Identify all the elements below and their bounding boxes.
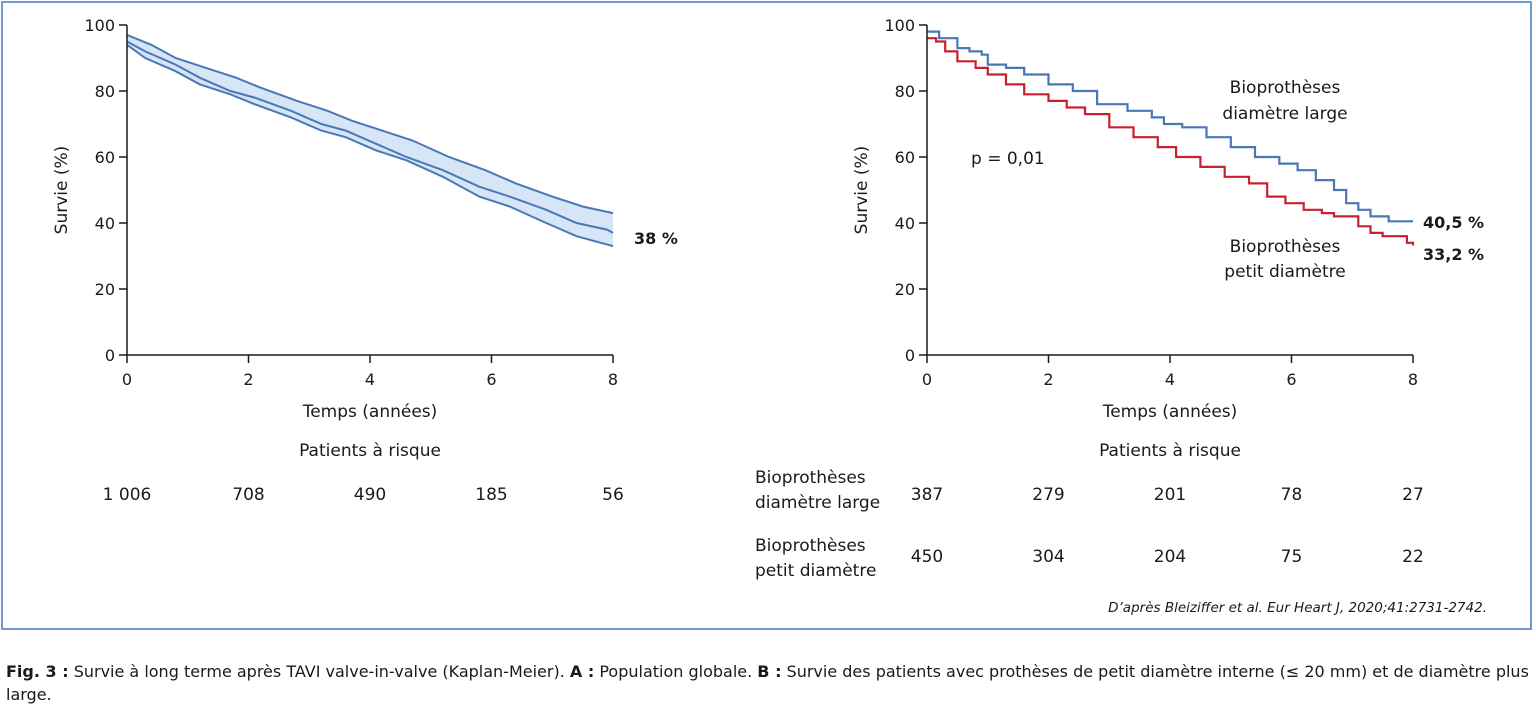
b-y-tick-label: 80 <box>895 82 915 101</box>
source-citation: D’après Bleiziffer et al. Eur Heart J, 2… <box>1108 600 1487 616</box>
b-x-tick-label: 2 <box>1043 370 1053 389</box>
b-at-risk-value: 201 <box>1154 485 1186 505</box>
a-x-tick-label: 6 <box>486 370 496 389</box>
b-at-risk-value: 78 <box>1281 485 1303 505</box>
b-series-label-large-line1: Bioprothèses <box>1230 78 1341 98</box>
b-at-risk-title: Patients à risque <box>1099 441 1241 461</box>
a-series-upper-line <box>126 33 614 215</box>
a-at-risk-value: 185 <box>475 485 507 505</box>
a-x-axis-label: Temps (années) <box>302 402 438 422</box>
b-at-risk-value: 27 <box>1402 485 1424 505</box>
b-y-tick-label: 60 <box>895 148 915 167</box>
b-x-tick-label: 6 <box>1286 370 1296 389</box>
a-y-tick-label: 100 <box>84 16 115 35</box>
a-end-value-label: 38 % <box>634 229 678 248</box>
a-x-tick-label: 2 <box>243 370 253 389</box>
a-x-tick-label: 8 <box>608 370 618 389</box>
chart-panel-a: 0 20 40 60 80 100 0 2 4 6 8 Temps (années) Survie (%… <box>52 16 678 505</box>
b-series-line-large <box>927 30 1413 223</box>
b-at-risk-row-label-line1: Bioprothèses <box>755 536 866 556</box>
b-at-risk-value: 304 <box>1032 547 1064 567</box>
a-y-tick-label: 80 <box>95 82 115 101</box>
b-at-risk-value: 204 <box>1154 547 1186 567</box>
a-y-tick-label: 20 <box>95 280 115 299</box>
b-x-tick-label: 0 <box>922 370 932 389</box>
a-x-tick-label: 4 <box>365 370 375 389</box>
b-y-tick-label: 40 <box>895 214 915 233</box>
a-at-risk-value: 1 006 <box>103 485 152 505</box>
chart-panel-b: 0 20 40 60 80 100 0 2 4 6 8 Temps (années) Survie (%… <box>755 16 1484 581</box>
caption-text-2: Population globale. <box>594 662 758 681</box>
a-at-risk-value: 56 <box>602 485 624 505</box>
b-x-tick-label: 4 <box>1165 370 1175 389</box>
caption-fig-label: Fig. 3 : <box>6 662 69 681</box>
caption-a-label: A : <box>569 662 595 681</box>
a-at-risk-value: 708 <box>232 485 264 505</box>
a-at-risk-title: Patients à risque <box>299 441 441 461</box>
a-series-estimate-line <box>126 40 614 234</box>
b-x-tick-label: 8 <box>1408 370 1418 389</box>
a-y-tick-label: 0 <box>105 346 115 365</box>
a-at-risk-value: 490 <box>354 485 386 505</box>
b-x-axis-label: Temps (années) <box>1102 402 1238 422</box>
caption-b-label: B : <box>757 662 782 681</box>
b-at-risk-row-label-line2: petit diamètre <box>755 561 876 581</box>
caption-text-1: Survie à long terme après TAVI valve-in-… <box>68 662 570 681</box>
figure-frame <box>1 1 1532 630</box>
b-y-tick-label: 0 <box>905 346 915 365</box>
caption-text-3: Survie des patients avec prothèses de pe… <box>6 662 1529 704</box>
b-at-risk-value: 387 <box>911 485 943 505</box>
a-y-tick-label: 60 <box>95 148 115 167</box>
b-at-risk-value: 279 <box>1032 485 1064 505</box>
b-at-risk-row-label-line2: diamètre large <box>755 493 880 513</box>
a-y-axis-label: Survie (%) <box>52 146 72 235</box>
b-end-value-large: 40,5 % <box>1423 213 1484 232</box>
b-end-value-small: 33,2 % <box>1423 245 1484 264</box>
b-series-label-large-line2: diamètre large <box>1222 104 1347 124</box>
b-y-tick-label: 100 <box>884 16 915 35</box>
b-series-label-small-line2: petit diamètre <box>1224 262 1345 282</box>
b-y-axis-label: Survie (%) <box>852 146 872 235</box>
b-at-risk-value: 450 <box>911 547 943 567</box>
b-p-value-annotation: p = 0,01 <box>971 149 1045 169</box>
b-at-risk-value: 75 <box>1281 547 1303 567</box>
b-at-risk-row-label-line1: Bioprothèses <box>755 468 866 488</box>
a-x-tick-label: 0 <box>122 370 132 389</box>
b-series-label-small-line1: Bioprothèses <box>1230 237 1341 257</box>
figure-caption: Fig. 3 : Survie à long terme après TAVI … <box>6 660 1536 706</box>
b-at-risk-value: 22 <box>1402 547 1424 567</box>
a-y-tick-label: 40 <box>95 214 115 233</box>
b-series-line-small <box>927 37 1415 246</box>
b-y-tick-label: 20 <box>895 280 915 299</box>
a-series-lower-line <box>126 43 614 248</box>
